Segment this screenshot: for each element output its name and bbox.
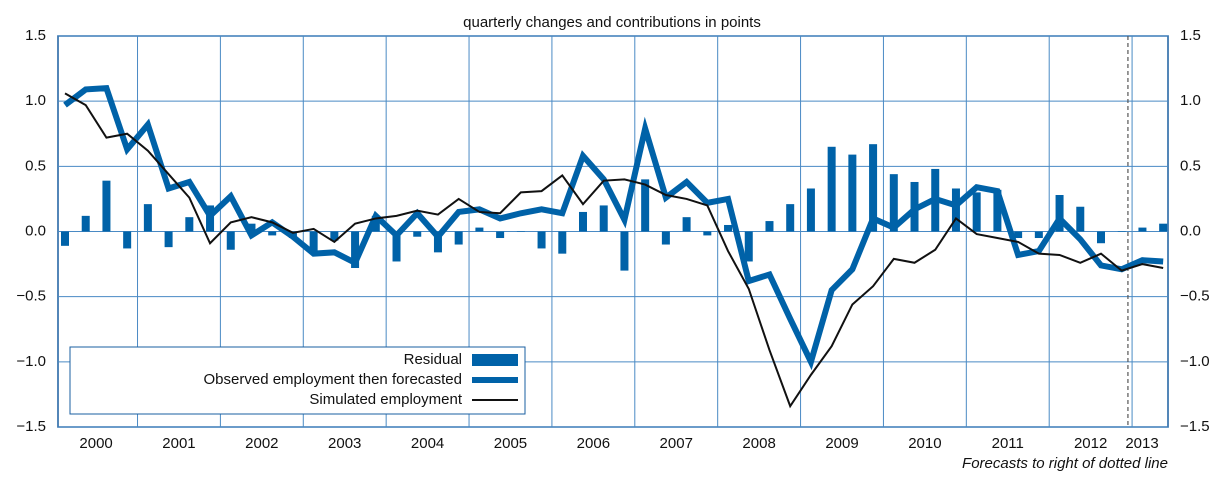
x-tick-label: 2002: [245, 435, 278, 452]
y2-tick-label: −1.5: [1180, 418, 1210, 435]
x-tick-label: 2008: [742, 435, 775, 452]
y2-tick-label: 0.5: [1180, 157, 1201, 174]
residual-bar: [765, 221, 774, 232]
residual-bar: [827, 146, 836, 232]
x-tick-label: 2013: [1125, 435, 1158, 452]
residual-bar: [351, 231, 360, 268]
y-tick-label: 1.0: [25, 92, 46, 109]
residual-bar: [620, 231, 629, 271]
y-tick-label: 0.5: [25, 157, 46, 174]
residual-bar: [993, 189, 1002, 232]
y2-tick-label: 1.0: [1180, 92, 1201, 109]
residual-bar: [454, 231, 463, 245]
x-tick-label: 2006: [577, 435, 610, 452]
residual-bar: [330, 231, 339, 241]
y2-tick-label: 0.0: [1180, 222, 1201, 239]
line-series: [64, 92, 1164, 409]
residual-bar: [641, 179, 650, 232]
x-tick-label: 2000: [79, 435, 112, 452]
residual-bar: [1076, 206, 1085, 232]
y-tick-label: 1.5: [25, 27, 46, 44]
x-tick-label: 2009: [825, 435, 858, 452]
x-tick-label: 2012: [1074, 435, 1107, 452]
residual-bar: [81, 215, 90, 232]
residual-bar: [185, 217, 194, 232]
residual-bar: [744, 231, 753, 262]
y2-tick-label: 1.5: [1180, 27, 1201, 44]
residual-bar: [496, 231, 505, 239]
residual-bar: [1034, 231, 1043, 239]
y-tick-label: 0.0: [25, 222, 46, 239]
residual-bar: [724, 224, 733, 232]
residual-bar: [102, 180, 111, 232]
chart-title: quarterly changes and contributions in p…: [463, 14, 761, 31]
residual-bar: [1014, 231, 1023, 239]
residual-bar: [579, 211, 587, 232]
x-tick-label: 2010: [908, 435, 941, 452]
residual-bar: [806, 188, 815, 232]
x-tick-label: 2003: [328, 435, 361, 452]
residual-bar: [703, 231, 712, 236]
residual-bar: [475, 227, 484, 232]
y2-tick-label: −1.0: [1180, 353, 1210, 370]
residual-bar: [869, 144, 878, 232]
y-tick-label: −1.0: [16, 353, 46, 370]
residual-bar: [247, 223, 256, 232]
residual-bar: [516, 231, 525, 232]
residual-bar: [889, 174, 898, 232]
line-series: [63, 84, 1164, 371]
legend-label: Observed employment then forecasted: [204, 371, 462, 388]
y2-tick-label: −0.5: [1180, 288, 1210, 305]
residual-bar: [309, 231, 318, 253]
y-tick-label: −1.5: [16, 418, 46, 435]
residual-bar: [413, 231, 422, 237]
residual-bar: [1138, 227, 1147, 232]
residual-bar: [972, 192, 981, 232]
legend-swatch: [472, 354, 518, 366]
residual-bar: [268, 231, 277, 236]
residual-bar: [433, 231, 442, 253]
residual-bar: [371, 215, 380, 232]
x-tick-label: 2001: [162, 435, 195, 452]
residual-bar: [226, 231, 235, 250]
legend-label: Residual: [404, 351, 462, 368]
x-tick-label: 2004: [411, 435, 444, 452]
residual-bar: [143, 204, 152, 232]
legend-label: Simulated employment: [309, 391, 462, 408]
x-tick-label: 2007: [660, 435, 693, 452]
residual-bar: [164, 231, 173, 248]
x-tick-label: 2005: [494, 435, 527, 452]
residual-bar: [558, 231, 567, 254]
y-tick-label: −0.5: [16, 288, 46, 305]
residual-bar: [61, 231, 69, 246]
residual-bar: [786, 204, 795, 232]
residual-bar: [1097, 231, 1105, 244]
residual-bar: [661, 231, 670, 245]
residual-bar: [599, 205, 608, 232]
residual-bar: [848, 154, 857, 232]
residual-bar: [537, 231, 546, 249]
residual-bar: [951, 188, 960, 232]
residual-bar: [123, 231, 132, 249]
residual-bar: [392, 231, 401, 262]
legend-box: [69, 346, 526, 415]
residual-bar: [1159, 223, 1168, 232]
legend: Residual Observed employment then forecas…: [69, 346, 526, 415]
x-tick-label: 2011: [992, 435, 1024, 452]
residual-bar: [682, 217, 691, 232]
annotation: Forecasts to right of dotted line: [962, 455, 1168, 472]
residual-bar: [1055, 195, 1064, 232]
residual-bar: [1117, 231, 1126, 232]
